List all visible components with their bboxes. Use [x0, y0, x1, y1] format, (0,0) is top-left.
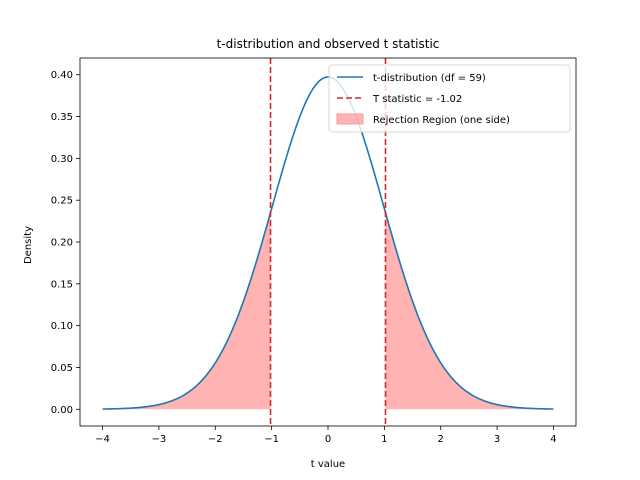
- legend-label: Rejection Region (one side): [373, 115, 510, 126]
- y-tick-label: 0.35: [51, 112, 73, 123]
- x-axis-label: t value: [311, 459, 345, 470]
- x-tick-label: −1: [264, 434, 279, 445]
- legend-box: [328, 64, 571, 133]
- y-axis-label: Density: [23, 226, 34, 264]
- y-tick-label: 0.15: [51, 279, 73, 290]
- x-tick-label: 3: [494, 434, 500, 445]
- y-tick-label: 0.00: [51, 405, 73, 416]
- y-tick-label: 0.25: [51, 196, 73, 207]
- x-tick-label: −3: [152, 434, 167, 445]
- chart-title: t-distribution and observed t statistic: [217, 37, 440, 51]
- rejection-region-right: [385, 212, 554, 410]
- y-tick-label: 0.10: [51, 321, 73, 332]
- x-tick-label: 0: [325, 434, 331, 445]
- y-tick-label: 0.40: [51, 70, 73, 81]
- legend-label: T statistic = -1.02: [372, 94, 462, 105]
- rejection-region-left: [102, 212, 271, 410]
- x-tick-label: 4: [550, 434, 556, 445]
- x-tick-label: −2: [208, 434, 223, 445]
- y-tick-label: 0.30: [51, 154, 73, 165]
- x-tick-label: 1: [381, 434, 387, 445]
- y-tick-label: 0.20: [51, 238, 73, 249]
- legend-label: t-distribution (df = 59): [373, 73, 486, 84]
- plot-area: −4 −3 −2 −1 0 1 2 3 4 0.00 0.05 0.10 0.15 0.20 0.25 0.3…: [51, 57, 577, 445]
- x-tick-label: −4: [95, 434, 110, 445]
- legend: t-distribution (df = 59) T statistic = -1…: [328, 64, 571, 133]
- x-tick-label: 2: [438, 434, 444, 445]
- t-distribution-curve: [102, 76, 554, 410]
- y-tick-label: 0.05: [51, 363, 73, 374]
- legend-swatch-rejection-region: [336, 113, 364, 125]
